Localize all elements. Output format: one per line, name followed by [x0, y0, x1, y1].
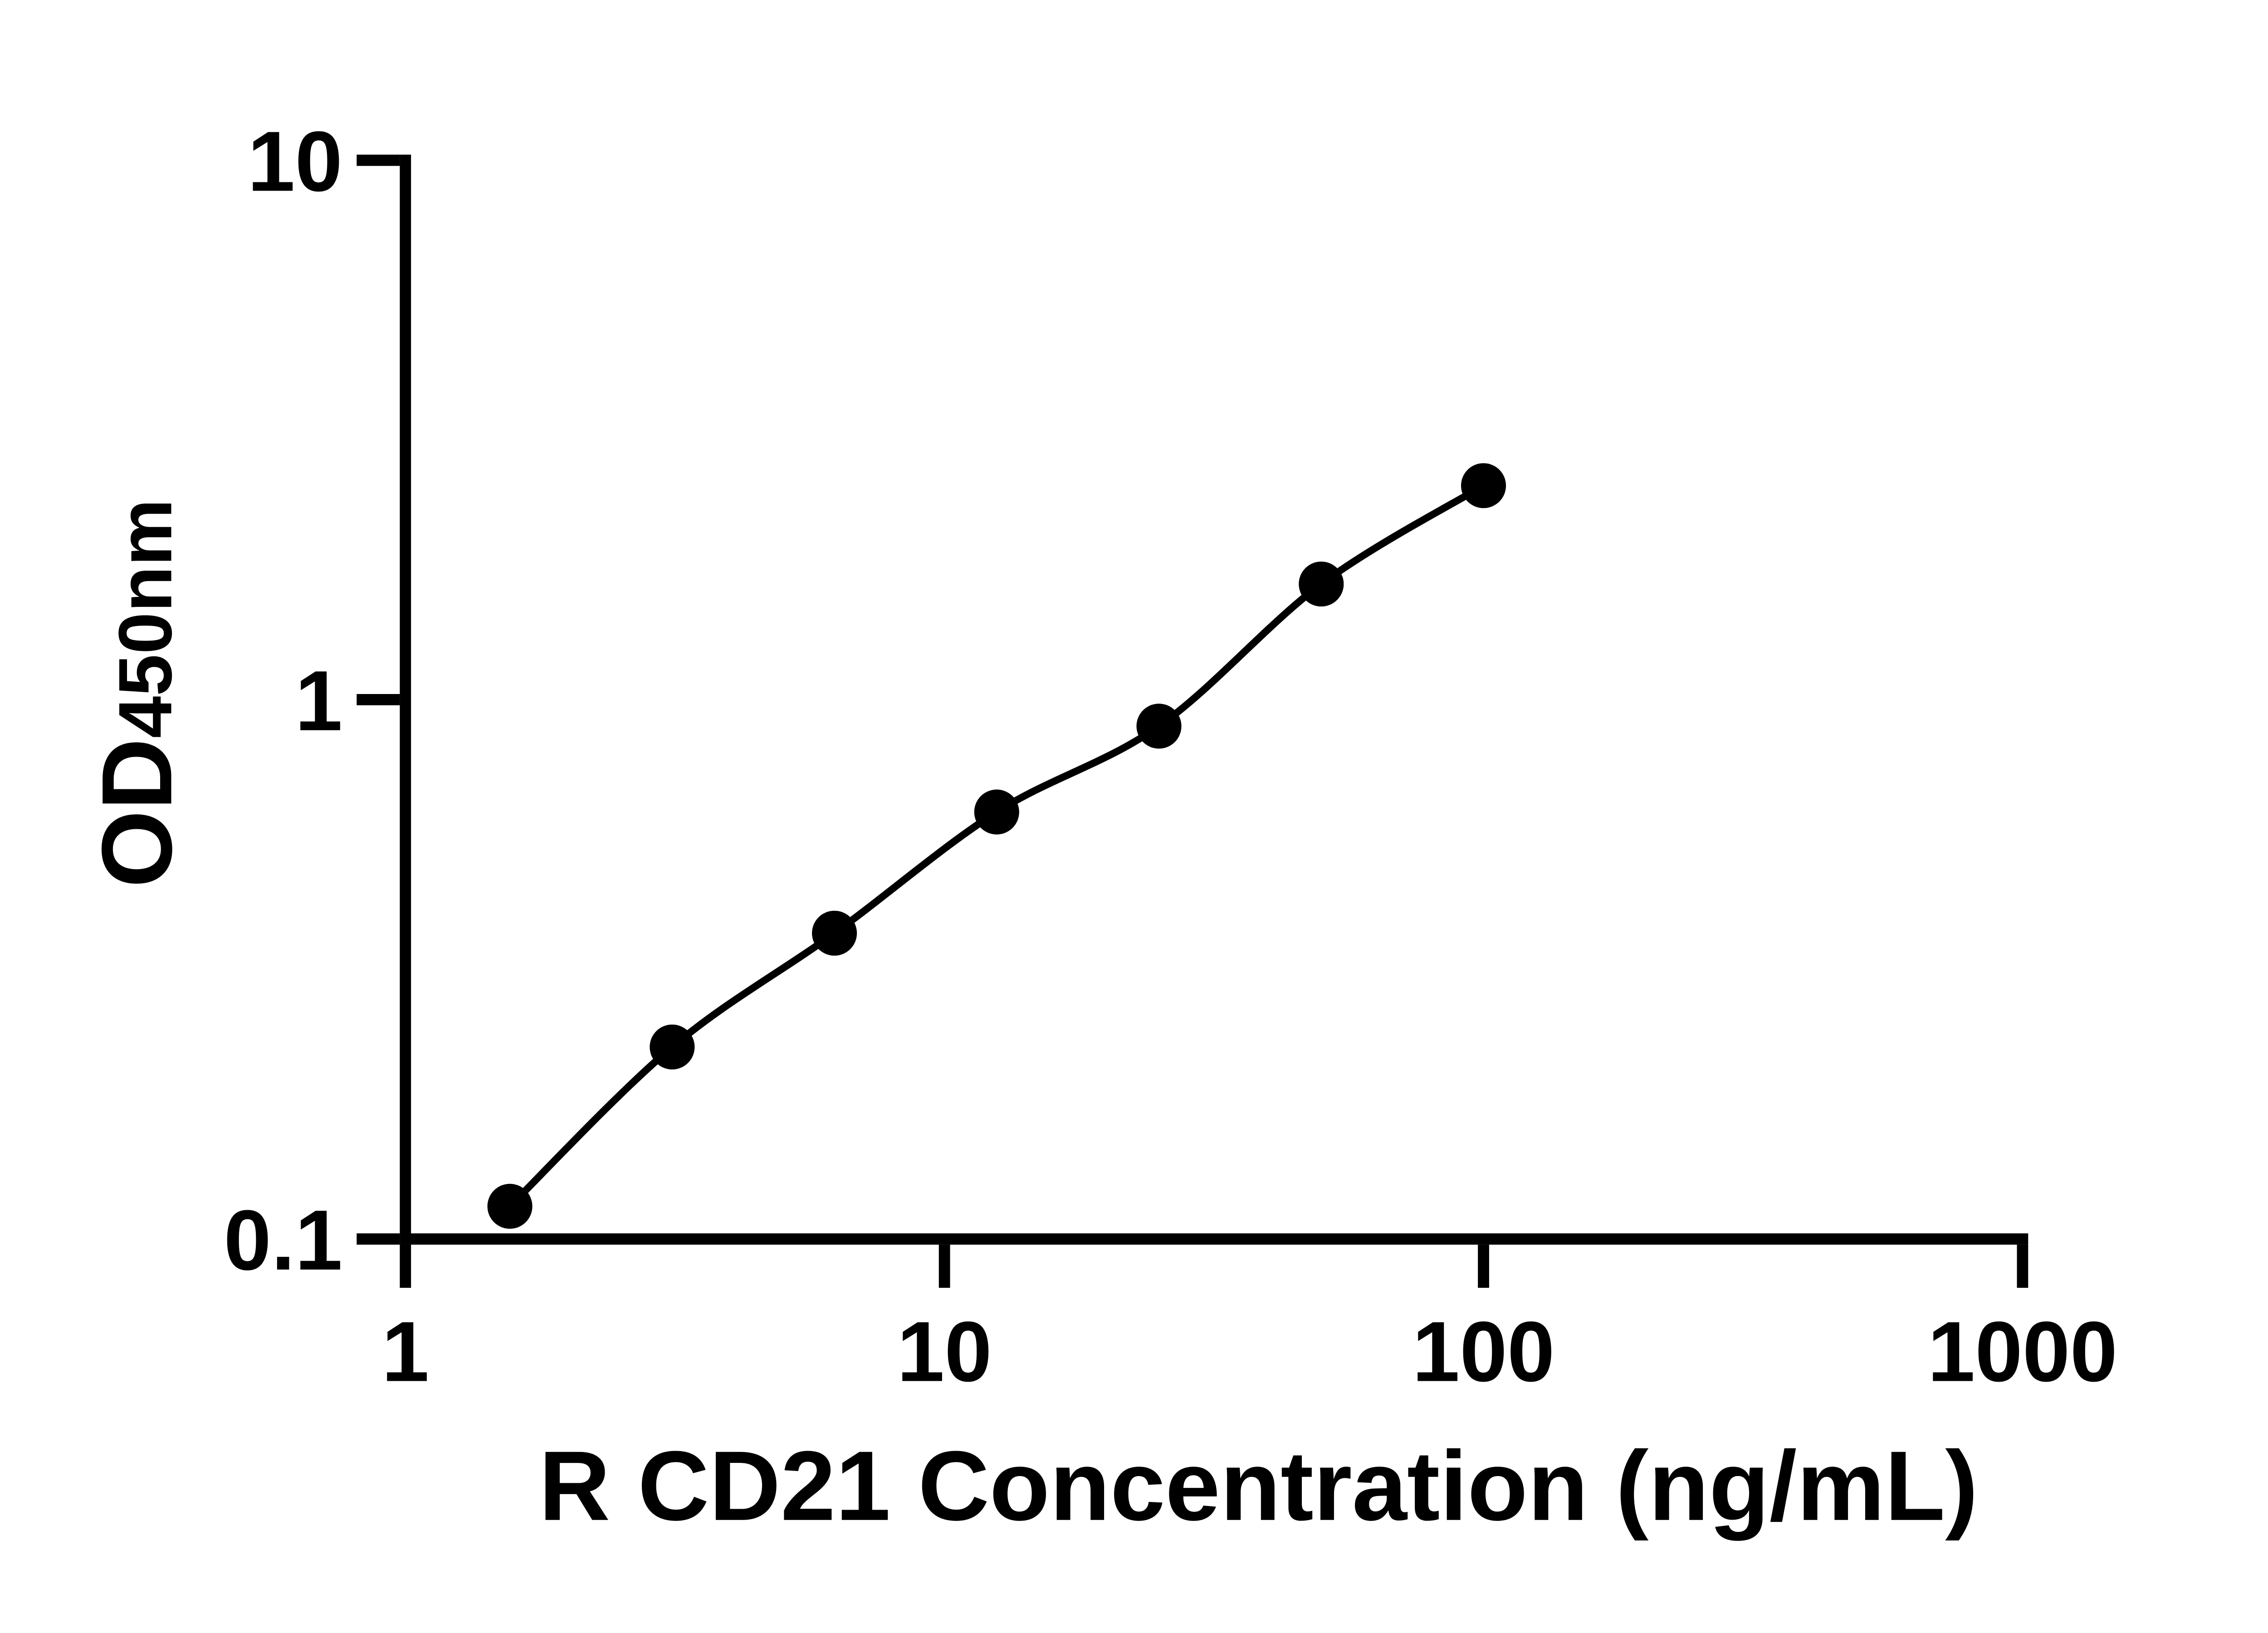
- y-axis-title-subscript: 450nm: [103, 499, 188, 738]
- data-point: [974, 789, 1019, 835]
- data-point: [487, 1183, 533, 1229]
- x-tick-label: 10: [897, 1304, 992, 1399]
- data-point: [1136, 704, 1182, 749]
- plot-background: [0, 7, 2268, 1626]
- x-tick-label: 1: [381, 1304, 429, 1399]
- data-point: [650, 1024, 695, 1070]
- x-axis-title: R CD21 Concentration (ng/mL): [539, 1431, 1978, 1541]
- y-axis-title: OD450nm: [81, 499, 193, 888]
- y-tick-label: 10: [248, 114, 342, 209]
- x-tick-label: 100: [1412, 1304, 1554, 1399]
- data-point: [1299, 561, 1344, 607]
- y-axis-ticks: [357, 154, 400, 1245]
- x-tick-label: 1000: [1927, 1304, 2117, 1399]
- data-series: [487, 463, 1506, 1229]
- x-axis-tick-labels: 1 10 100 1000: [381, 1304, 2117, 1399]
- y-tick-label: 0.1: [224, 1193, 342, 1288]
- y-axis-tick-labels: 10 1 0.1: [224, 114, 342, 1288]
- data-point: [1461, 463, 1506, 508]
- y-axis-title-main: OD: [81, 738, 193, 888]
- data-point: [812, 910, 857, 956]
- x-axis-ticks: [400, 1244, 2028, 1288]
- y-tick-label: 1: [295, 653, 342, 748]
- axes: [400, 154, 2028, 1245]
